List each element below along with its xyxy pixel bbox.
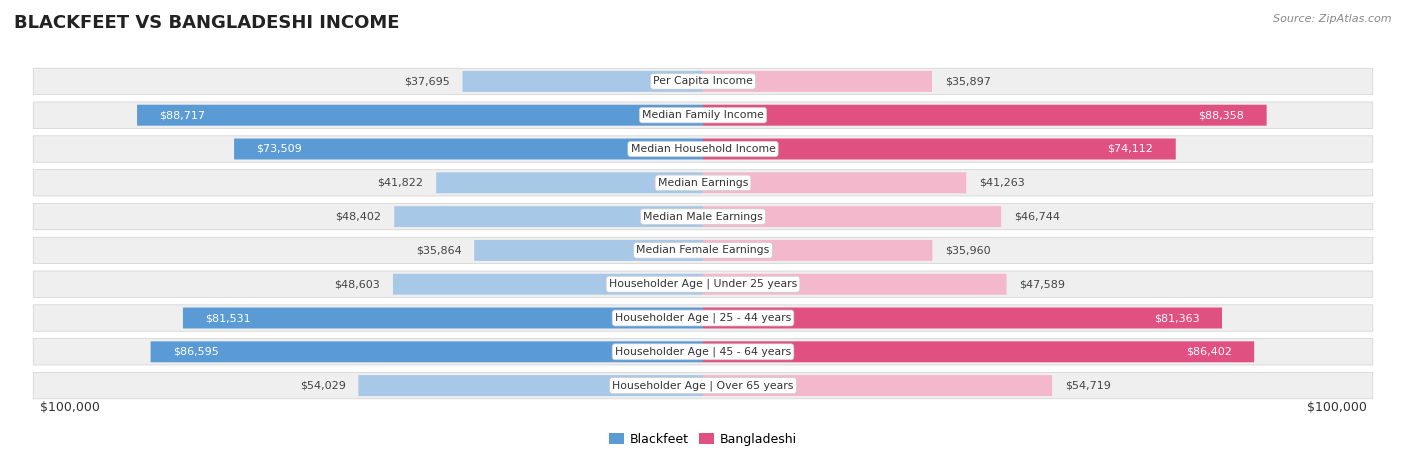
FancyBboxPatch shape xyxy=(233,139,703,159)
Text: $54,029: $54,029 xyxy=(299,381,346,390)
Legend: Blackfeet, Bangladeshi: Blackfeet, Bangladeshi xyxy=(603,428,803,451)
Text: $47,589: $47,589 xyxy=(1019,279,1066,289)
FancyBboxPatch shape xyxy=(34,271,1372,297)
FancyBboxPatch shape xyxy=(703,375,1052,396)
FancyBboxPatch shape xyxy=(34,372,1372,399)
Text: Householder Age | 25 - 44 years: Householder Age | 25 - 44 years xyxy=(614,313,792,323)
Text: $74,112: $74,112 xyxy=(1108,144,1153,154)
FancyBboxPatch shape xyxy=(703,206,1001,227)
Text: $86,402: $86,402 xyxy=(1187,347,1232,357)
Text: $54,719: $54,719 xyxy=(1064,381,1111,390)
FancyBboxPatch shape xyxy=(359,375,703,396)
FancyBboxPatch shape xyxy=(703,308,1222,328)
Text: Per Capita Income: Per Capita Income xyxy=(652,77,754,86)
Text: $35,897: $35,897 xyxy=(945,77,991,86)
Text: $48,402: $48,402 xyxy=(336,212,381,222)
FancyBboxPatch shape xyxy=(34,136,1372,162)
FancyBboxPatch shape xyxy=(34,204,1372,230)
FancyBboxPatch shape xyxy=(34,170,1372,196)
FancyBboxPatch shape xyxy=(34,237,1372,263)
Text: $46,744: $46,744 xyxy=(1014,212,1060,222)
Text: $81,531: $81,531 xyxy=(205,313,250,323)
FancyBboxPatch shape xyxy=(703,105,1267,126)
FancyBboxPatch shape xyxy=(703,341,1254,362)
FancyBboxPatch shape xyxy=(150,341,703,362)
Text: Median Family Income: Median Family Income xyxy=(643,110,763,120)
Text: $81,363: $81,363 xyxy=(1154,313,1199,323)
Text: $73,509: $73,509 xyxy=(256,144,302,154)
Text: $86,595: $86,595 xyxy=(173,347,219,357)
FancyBboxPatch shape xyxy=(394,206,703,227)
FancyBboxPatch shape xyxy=(703,274,1007,295)
Text: $35,864: $35,864 xyxy=(416,245,461,255)
Text: Median Female Earnings: Median Female Earnings xyxy=(637,245,769,255)
Text: $100,000: $100,000 xyxy=(1306,401,1367,414)
Text: $35,960: $35,960 xyxy=(945,245,991,255)
Text: $41,822: $41,822 xyxy=(377,178,423,188)
FancyBboxPatch shape xyxy=(463,71,703,92)
FancyBboxPatch shape xyxy=(34,339,1372,365)
FancyBboxPatch shape xyxy=(34,305,1372,331)
Text: BLACKFEET VS BANGLADESHI INCOME: BLACKFEET VS BANGLADESHI INCOME xyxy=(14,14,399,32)
Text: Median Male Earnings: Median Male Earnings xyxy=(643,212,763,222)
Text: $48,603: $48,603 xyxy=(335,279,380,289)
FancyBboxPatch shape xyxy=(703,71,932,92)
Text: $41,263: $41,263 xyxy=(979,178,1025,188)
Text: Householder Age | Under 25 years: Householder Age | Under 25 years xyxy=(609,279,797,290)
Text: $88,358: $88,358 xyxy=(1198,110,1244,120)
FancyBboxPatch shape xyxy=(392,274,703,295)
Text: Source: ZipAtlas.com: Source: ZipAtlas.com xyxy=(1274,14,1392,24)
FancyBboxPatch shape xyxy=(34,68,1372,95)
Text: $100,000: $100,000 xyxy=(39,401,100,414)
FancyBboxPatch shape xyxy=(703,172,966,193)
FancyBboxPatch shape xyxy=(136,105,703,126)
FancyBboxPatch shape xyxy=(436,172,703,193)
Text: Median Household Income: Median Household Income xyxy=(630,144,776,154)
Text: Householder Age | 45 - 64 years: Householder Age | 45 - 64 years xyxy=(614,347,792,357)
FancyBboxPatch shape xyxy=(34,102,1372,128)
Text: $88,717: $88,717 xyxy=(159,110,205,120)
FancyBboxPatch shape xyxy=(474,240,703,261)
Text: Householder Age | Over 65 years: Householder Age | Over 65 years xyxy=(612,380,794,391)
Text: Median Earnings: Median Earnings xyxy=(658,178,748,188)
FancyBboxPatch shape xyxy=(703,139,1175,159)
FancyBboxPatch shape xyxy=(183,308,703,328)
FancyBboxPatch shape xyxy=(703,240,932,261)
Text: $37,695: $37,695 xyxy=(404,77,450,86)
